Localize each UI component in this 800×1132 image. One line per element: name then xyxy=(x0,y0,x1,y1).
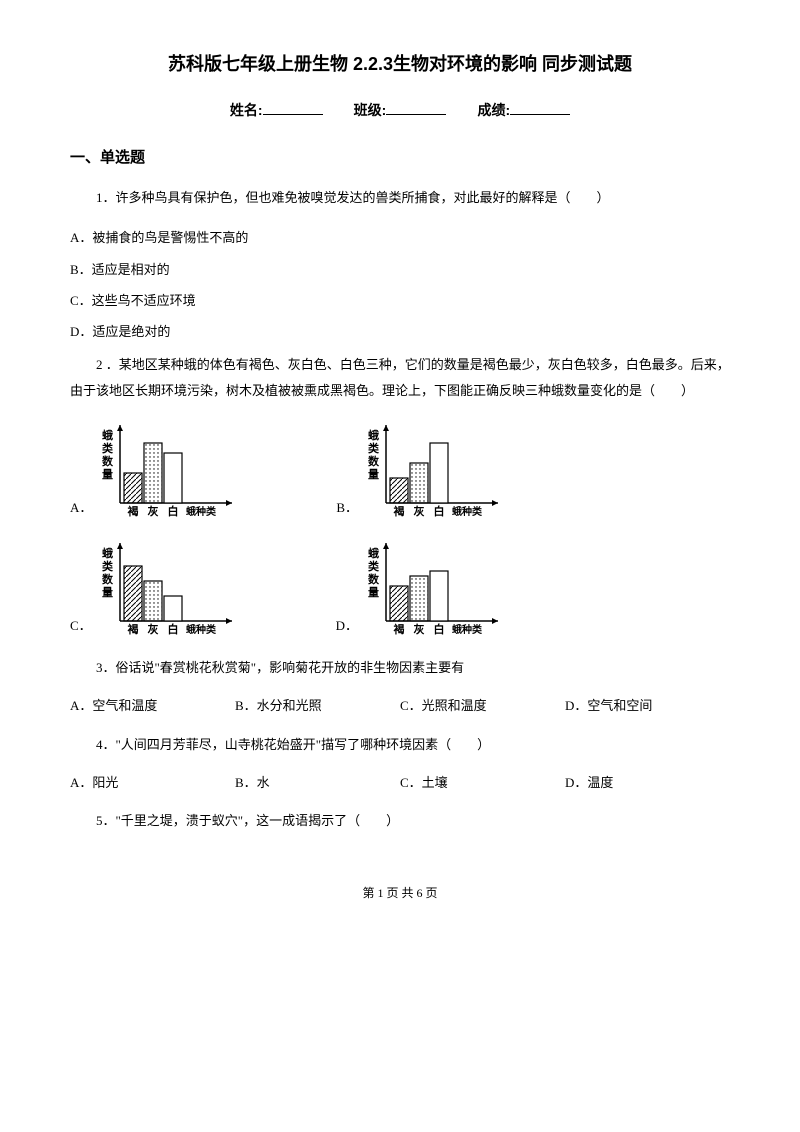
svg-text:白: 白 xyxy=(168,504,179,518)
svg-text:蛾种类: 蛾种类 xyxy=(186,505,216,518)
svg-text:白: 白 xyxy=(167,622,178,636)
chart-a-label: A． xyxy=(70,498,92,519)
svg-text:白: 白 xyxy=(434,622,445,636)
q3-options: A．空气和温度 B．水分和光照 C．光照和温度 D．空气和空间 xyxy=(70,696,730,717)
chart-b-label: B． xyxy=(336,498,358,519)
svg-text:灰: 灰 xyxy=(147,622,158,636)
q3-text: 3．俗话说"春赏桃花秋赏菊"，影响菊花开放的非生物因素主要有 xyxy=(70,655,730,681)
svg-text:量: 量 xyxy=(102,468,113,481)
q3-opt-a: A．空气和温度 xyxy=(70,696,235,717)
chart-row-1: A． 蛾类数量褐灰白蛾种类 B． 蛾类数量褐灰白蛾种类 xyxy=(70,419,730,519)
q1-text: 1．许多种鸟具有保护色，但也难免被嗅觉发达的兽类所捕食，对此最好的解释是（ ） xyxy=(70,185,730,211)
svg-text:类: 类 xyxy=(102,559,114,573)
svg-text:褐: 褐 xyxy=(126,622,138,636)
svg-text:蛾种类: 蛾种类 xyxy=(186,623,216,636)
chart-a-cell: A． 蛾类数量褐灰白蛾种类 xyxy=(70,419,236,519)
chart-b-cell: B． 蛾类数量褐灰白蛾种类 xyxy=(336,419,502,519)
chart-d: 蛾类数量褐灰白蛾种类 xyxy=(362,537,502,637)
svg-text:灰: 灰 xyxy=(148,504,159,518)
section-heading: 一、单选题 xyxy=(70,146,730,170)
q3-opt-c: C．光照和温度 xyxy=(400,696,565,717)
q1-opt-d: D．适应是绝对的 xyxy=(70,320,730,343)
chart-c-label: C． xyxy=(70,616,92,637)
q2-text: 2 ．某地区某种蛾的体色有褐色、灰白色、白色三种，它们的数量是褐色最少，灰白色较… xyxy=(70,352,730,404)
q4-opt-a: A．阳光 xyxy=(70,773,235,794)
svg-text:蛾种类: 蛾种类 xyxy=(452,623,482,636)
q4-options: A．阳光 B．水 C．土壤 D．温度 xyxy=(70,773,730,794)
name-blank xyxy=(263,101,323,115)
class-blank xyxy=(386,101,446,115)
q1-opt-a: A．被捕食的鸟是警惕性不高的 xyxy=(70,226,730,249)
score-blank xyxy=(510,101,570,115)
q4-opt-d: D．温度 xyxy=(565,773,730,794)
svg-text:数: 数 xyxy=(102,572,114,586)
chart-a: 蛾类数量褐灰白蛾种类 xyxy=(96,419,236,519)
svg-text:褐: 褐 xyxy=(393,504,405,518)
q3-opt-b: B．水分和光照 xyxy=(235,696,400,717)
svg-text:类: 类 xyxy=(368,559,380,573)
svg-text:量: 量 xyxy=(102,586,113,599)
class-label: 班级: xyxy=(354,102,387,118)
q3-opt-d: D．空气和空间 xyxy=(565,696,730,717)
svg-text:白: 白 xyxy=(434,504,445,518)
chart-row-2: C． 蛾类数量褐灰白蛾种类 D． 蛾类数量褐灰白蛾种类 xyxy=(70,537,730,637)
svg-text:灰: 灰 xyxy=(414,504,425,518)
q4-opt-c: C．土壤 xyxy=(400,773,565,794)
svg-text:量: 量 xyxy=(368,468,379,481)
q5-text: 5．"千里之堤，溃于蚁穴"，这一成语揭示了（ ） xyxy=(70,808,730,834)
svg-text:蛾: 蛾 xyxy=(368,546,379,560)
svg-text:蛾: 蛾 xyxy=(368,428,379,442)
svg-text:灰: 灰 xyxy=(414,622,425,636)
svg-text:数: 数 xyxy=(368,454,380,468)
q4-opt-b: B．水 xyxy=(235,773,400,794)
name-label: 姓名: xyxy=(230,102,263,118)
svg-text:数: 数 xyxy=(102,454,114,468)
chart-d-cell: D． 蛾类数量褐灰白蛾种类 xyxy=(336,537,502,637)
page-title: 苏科版七年级上册生物 2.2.3生物对环境的影响 同步测试题 xyxy=(70,50,730,79)
svg-text:数: 数 xyxy=(368,572,380,586)
svg-text:量: 量 xyxy=(368,586,379,599)
svg-text:蛾: 蛾 xyxy=(102,428,113,442)
chart-d-label: D． xyxy=(336,616,358,637)
q1-opt-c: C．这些鸟不适应环境 xyxy=(70,289,730,312)
svg-text:褐: 褐 xyxy=(393,622,405,636)
svg-text:类: 类 xyxy=(102,441,114,455)
q4-text: 4．"人间四月芳菲尽，山寺桃花始盛开"描写了哪种环境因素（ ） xyxy=(70,732,730,758)
score-label: 成绩: xyxy=(477,102,510,118)
page-footer: 第 1 页 共 6 页 xyxy=(70,884,730,903)
svg-text:蛾种类: 蛾种类 xyxy=(452,505,482,518)
info-row: 姓名: 班级: 成绩: xyxy=(70,99,730,121)
svg-text:蛾: 蛾 xyxy=(102,546,113,560)
chart-c-cell: C． 蛾类数量褐灰白蛾种类 xyxy=(70,537,236,637)
chart-b: 蛾类数量褐灰白蛾种类 xyxy=(362,419,502,519)
svg-text:褐: 褐 xyxy=(127,504,139,518)
svg-text:类: 类 xyxy=(368,441,380,455)
q1-opt-b: B．适应是相对的 xyxy=(70,258,730,281)
chart-c: 蛾类数量褐灰白蛾种类 xyxy=(96,537,236,637)
q1-options: A．被捕食的鸟是警惕性不高的 B．适应是相对的 C．这些鸟不适应环境 D．适应是… xyxy=(70,226,730,344)
